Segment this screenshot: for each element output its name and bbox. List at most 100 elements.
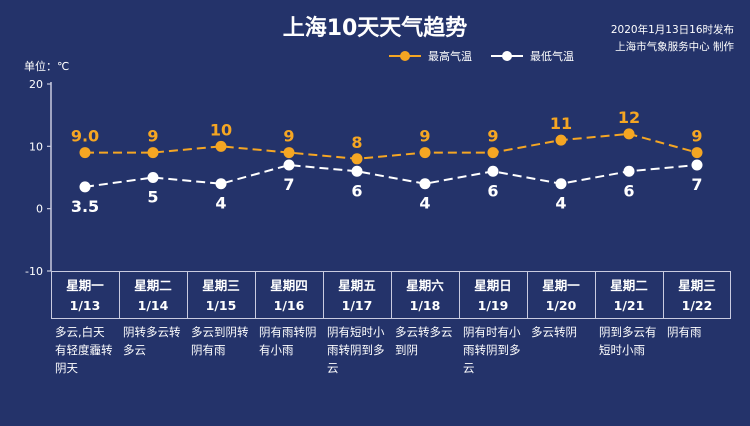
point-high-3	[283, 147, 295, 159]
label-high-8: 12	[618, 108, 640, 127]
label-low-7: 4	[555, 194, 566, 213]
day-separator	[391, 271, 392, 319]
day-weekday: 星期一	[542, 278, 580, 293]
point-high-0	[79, 147, 91, 159]
day-date: 1/13	[69, 298, 101, 313]
day-weather-desc: 阴到多云有短时小雨	[599, 325, 657, 357]
y-tick-label-0: -10	[25, 265, 43, 278]
day-weather-desc: 阴有雨	[667, 325, 702, 339]
point-high-9	[691, 147, 703, 159]
day-weather-desc: 多云,白天有轻度霾转阴天	[55, 325, 113, 375]
legend-low-marker	[491, 51, 523, 61]
point-high-1	[147, 147, 159, 159]
label-high-4: 8	[351, 133, 362, 152]
label-low-9: 7	[691, 175, 702, 194]
day-cell: 星期六 1/18	[391, 273, 459, 319]
day-date: 1/16	[273, 298, 305, 313]
legend-low-label: 最低气温	[530, 50, 574, 63]
day-cell: 星期五 1/17	[323, 273, 391, 319]
day-weather-desc: 多云转阴	[531, 325, 577, 339]
label-low-4: 6	[351, 181, 362, 200]
day-cell: 星期四 1/16	[255, 273, 323, 319]
day-date: 1/22	[681, 298, 713, 313]
series-low-line	[84, 164, 698, 188]
label-low-6: 6	[487, 181, 498, 200]
label-high-1: 9	[147, 127, 158, 146]
day-date: 1/21	[613, 298, 645, 313]
day-date: 1/20	[545, 298, 577, 313]
day-weekday: 星期二	[134, 278, 172, 293]
point-low-2	[215, 178, 227, 190]
day-date: 1/19	[477, 298, 509, 313]
legend-item-low: 最低气温	[490, 48, 574, 64]
day-weather-desc: 阴有短时小雨转阴到多云	[327, 325, 385, 375]
point-low-3	[283, 159, 295, 171]
label-low-3: 7	[283, 175, 294, 194]
day-weather-desc: 多云转多云到阴	[395, 325, 453, 357]
publish-info: 2020年1月13日16时发布 上海市气象服务中心 制作	[611, 22, 734, 56]
point-high-5	[419, 147, 431, 159]
day-weather-desc: 阴转多云转多云	[123, 325, 181, 357]
day-cell: 星期三 1/22	[663, 273, 731, 319]
day-weekday: 星期三	[678, 278, 716, 293]
day-weekday: 星期六	[406, 278, 444, 293]
day-cell: 星期二 1/21	[595, 273, 663, 319]
label-high-3: 9	[283, 127, 294, 146]
label-high-6: 9	[487, 127, 498, 146]
point-high-2	[215, 140, 227, 152]
point-low-5	[419, 178, 431, 190]
day-cell: 星期一 1/13	[51, 273, 119, 319]
day-separator	[187, 271, 188, 319]
day-separator	[595, 271, 596, 319]
label-low-2: 4	[215, 194, 226, 213]
point-high-6	[487, 147, 499, 159]
page-title: 上海10天天气趋势	[282, 16, 468, 41]
day-weekday: 星期五	[338, 278, 376, 293]
day-cell: 星期二 1/14	[119, 273, 187, 319]
point-low-9	[691, 159, 703, 171]
day-separator	[323, 271, 324, 319]
day-separator	[459, 271, 460, 319]
day-separator	[255, 271, 256, 319]
day-date: 1/18	[409, 298, 441, 313]
day-weekday: 星期三	[202, 278, 240, 293]
label-low-8: 6	[623, 181, 634, 200]
label-high-2: 10	[210, 120, 232, 139]
label-high-0: 9.0	[71, 127, 99, 146]
day-weekday: 星期日	[474, 278, 512, 293]
day-date: 1/15	[205, 298, 237, 313]
label-low-5: 4	[419, 194, 430, 213]
legend-high-marker	[389, 51, 421, 61]
publish-time: 2020年1月13日16时发布	[610, 24, 734, 36]
point-low-6	[487, 165, 499, 177]
day-separator	[119, 271, 120, 319]
point-low-8	[623, 165, 635, 177]
label-high-9: 9	[691, 127, 702, 146]
day-weather-desc: 多云到阴转阴有雨	[191, 325, 249, 357]
day-weekday: 星期一	[66, 278, 104, 293]
label-high-5: 9	[419, 127, 430, 146]
legend-item-high: 最高气温	[388, 48, 472, 64]
day-date: 1/14	[137, 298, 169, 313]
y-tick-label-1: 0	[36, 203, 43, 216]
day-weekday: 星期二	[610, 278, 648, 293]
day-separator	[527, 271, 528, 319]
point-high-8	[623, 128, 635, 140]
day-cell: 星期日 1/19	[459, 273, 527, 319]
y-tick-label-3: 20	[29, 78, 43, 91]
series-high-line	[85, 132, 698, 160]
day-weather-desc: 阴有雨转阴有小雨	[259, 325, 317, 357]
point-low-1	[147, 172, 159, 183]
point-low-0	[79, 181, 91, 193]
day-weekday: 星期四	[270, 278, 308, 293]
label-high-7: 11	[550, 114, 572, 133]
day-separator	[663, 271, 664, 319]
day-weather-desc: 阴有时有小雨转阴到多云	[463, 325, 521, 375]
publisher: 上海市气象服务中心 制作	[615, 41, 734, 53]
day-cell: 星期一 1/20	[527, 273, 595, 319]
day-cell: 星期三 1/15	[187, 273, 255, 319]
point-low-4	[351, 165, 363, 177]
point-high-7	[555, 134, 567, 146]
